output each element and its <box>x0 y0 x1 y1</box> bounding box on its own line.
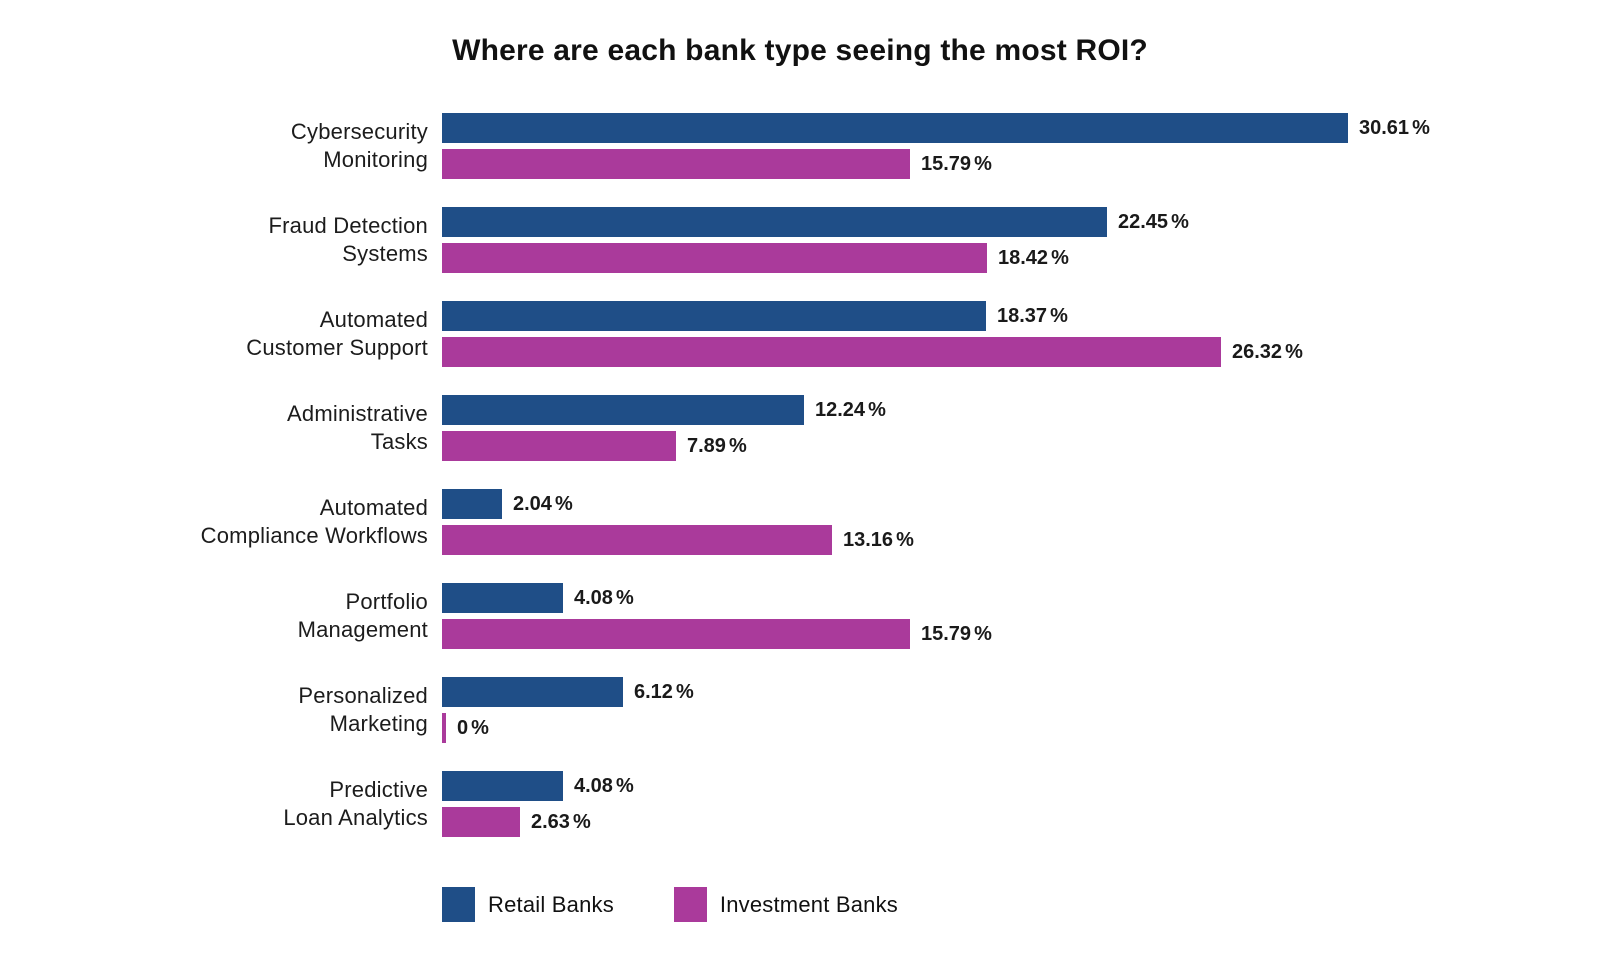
percent-sign: % <box>675 680 694 703</box>
value-label: 0% <box>457 716 489 739</box>
percent-sign: % <box>868 398 886 421</box>
category-label: Personalized Marketing <box>298 683 428 736</box>
percent-sign: % <box>896 528 914 551</box>
bar-row: 4.08% <box>442 771 634 801</box>
percent-sign: % <box>974 152 992 175</box>
bar-row: 0% <box>442 713 694 743</box>
value-label: 26.32% <box>1232 340 1303 363</box>
bar-pair: 6.12% 0% <box>442 677 694 743</box>
bar-retail-banks <box>442 395 804 425</box>
bar-investment-banks <box>442 619 910 649</box>
category-label: Administrative Tasks <box>287 401 428 454</box>
bar-row: 2.04% <box>442 489 914 519</box>
value-label: 7.89% <box>687 434 747 457</box>
bar-retail-banks <box>442 207 1107 237</box>
bar-investment-banks <box>442 431 676 461</box>
value-label: 15.79% <box>921 152 992 175</box>
bar-investment-banks <box>442 525 832 555</box>
bar-row: 15.79% <box>442 619 992 649</box>
bar-investment-banks <box>442 337 1221 367</box>
category-label: Fraud Detection Systems <box>268 213 428 266</box>
value-label: 12.24% <box>815 398 886 421</box>
chart-group: Automated Customer Support 18.37% 26.32% <box>0 301 1600 367</box>
chart-group: Cybersecurity Monitoring 30.61% 15.79% <box>0 113 1600 179</box>
bar-retail-banks <box>442 677 623 707</box>
legend-item-investment-banks: Investment Banks <box>673 887 898 922</box>
bar-retail-banks <box>442 301 986 331</box>
percent-sign: % <box>615 586 634 609</box>
category-label: Cybersecurity Monitoring <box>290 119 428 172</box>
percent-sign: % <box>615 774 634 797</box>
bar-retail-banks <box>442 583 563 613</box>
value-label: 2.63% <box>531 810 591 833</box>
bar-pair: 22.45% 18.42% <box>442 207 1189 273</box>
legend-label: Retail Banks <box>488 891 614 917</box>
percent-sign: % <box>974 622 992 645</box>
bar-pair: 2.04% 13.16% <box>442 489 914 555</box>
bar-row: 13.16% <box>442 525 914 555</box>
value-label: 2.04% <box>513 492 573 515</box>
bar-pair: 4.08% 2.63% <box>442 771 634 837</box>
bar-retail-banks <box>442 113 1348 143</box>
chart-group: Personalized Marketing 6.12% 0% <box>0 677 1600 743</box>
grouped-bar-chart: Cybersecurity Monitoring 30.61% 15.79% Fraud… <box>0 113 1600 837</box>
value-label: 15.79% <box>921 622 992 645</box>
bar-pair: 18.37% 26.32% <box>442 301 1303 367</box>
value-label: 6.12% <box>634 680 694 703</box>
category-label: Portfolio Management <box>297 589 428 642</box>
bar-row: 4.08% <box>442 583 992 613</box>
bar-row: 15.79% <box>442 149 1430 179</box>
chart-legend: Retail Banks Investment Banks <box>442 887 898 922</box>
bar-row: 7.89% <box>442 431 886 461</box>
value-label: 18.42% <box>998 246 1069 269</box>
value-label: 4.08% <box>574 586 634 609</box>
bar-row: 30.61% <box>442 113 1430 143</box>
category-label: Automated Compliance Workflows <box>200 495 428 548</box>
chart-group: Administrative Tasks 12.24% 7.89% <box>0 395 1600 461</box>
bar-row: 26.32% <box>442 337 1303 367</box>
chart-group: Automated Compliance Workflows 2.04% 13.16% <box>0 489 1600 555</box>
chart-group: Fraud Detection Systems 22.45% 18.42% <box>0 207 1600 273</box>
chart-group: Portfolio Management 4.08% 15.79% <box>0 583 1600 649</box>
bar-retail-banks <box>442 771 563 801</box>
bar-pair: 4.08% 15.79% <box>442 583 992 649</box>
category-label: Predictive Loan Analytics <box>283 777 428 830</box>
bar-row: 18.42% <box>442 243 1189 273</box>
percent-sign: % <box>1171 210 1189 233</box>
percent-sign: % <box>1412 116 1430 139</box>
bar-investment-banks <box>442 807 520 837</box>
bar-row: 18.37% <box>442 301 1303 331</box>
bar-pair: 30.61% 15.79% <box>442 113 1430 179</box>
chart-group: Predictive Loan Analytics 4.08% 2.63% <box>0 771 1600 837</box>
chart-title: Where are each bank type seeing the most… <box>452 34 1148 67</box>
bar-investment-banks <box>442 713 446 743</box>
bar-row: 12.24% <box>442 395 886 425</box>
category-label: Automated Customer Support <box>246 307 428 360</box>
value-label: 22.45% <box>1118 210 1189 233</box>
bar-pair: 12.24% 7.89% <box>442 395 886 461</box>
percent-sign: % <box>572 810 591 833</box>
legend-item-retail-banks: Retail Banks <box>442 887 614 922</box>
legend-swatch <box>442 887 475 922</box>
value-label: 18.37% <box>997 304 1068 327</box>
percent-sign: % <box>728 434 747 457</box>
bar-row: 6.12% <box>442 677 694 707</box>
bar-row: 22.45% <box>442 207 1189 237</box>
value-label: 13.16% <box>843 528 914 551</box>
legend-label: Investment Banks <box>719 891 898 917</box>
percent-sign: % <box>1050 304 1068 327</box>
legend-swatch <box>673 887 707 922</box>
percent-sign: % <box>1285 340 1303 363</box>
bar-row: 2.63% <box>442 807 634 837</box>
bar-investment-banks <box>442 243 987 273</box>
percent-sign: % <box>1051 246 1069 269</box>
value-label: 4.08% <box>574 774 634 797</box>
value-label: 30.61% <box>1359 116 1430 139</box>
bar-investment-banks <box>442 149 910 179</box>
bar-retail-banks <box>442 489 502 519</box>
percent-sign: % <box>554 492 573 515</box>
percent-sign: % <box>471 716 489 739</box>
